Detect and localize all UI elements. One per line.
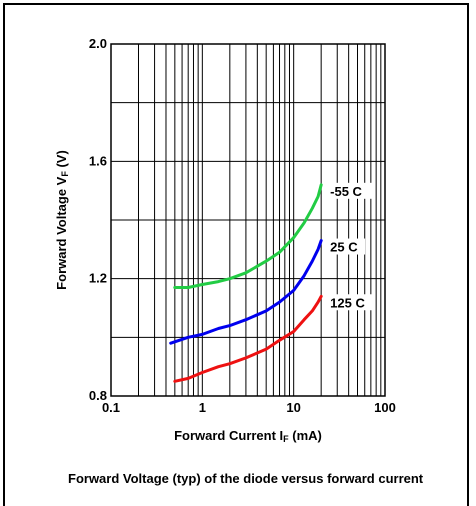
y-tick-label: 1.6 — [89, 153, 107, 168]
figure-frame — [3, 3, 469, 506]
plot-border — [110, 43, 386, 397]
series-label: 25 C — [330, 240, 358, 255]
y-tick-label: 1.2 — [89, 271, 107, 286]
series-line — [173, 183, 323, 289]
y-tick-label: 0.8 — [89, 388, 107, 403]
x-tick-label: 1 — [199, 400, 206, 415]
series-label-bg — [327, 238, 366, 255]
x-axis-label: Forward Current IF (mA) — [174, 428, 322, 444]
x-tick-label: 100 — [374, 400, 396, 415]
y-tick-label: 2.0 — [89, 36, 107, 51]
series-line — [173, 294, 323, 383]
series-label-bg — [327, 182, 374, 199]
series-labels: -55 C 25 C 125 C — [327, 182, 374, 311]
x-tick-label: 0.1 — [102, 400, 120, 415]
tick-labels: 0.1 1 10 100 0.8 1.2 1.6 2.0 — [89, 36, 396, 415]
series-label: 125 C — [330, 295, 365, 310]
grid — [111, 44, 385, 396]
series-label-bg — [327, 294, 374, 311]
series-line — [169, 239, 323, 345]
x-tick-label: 10 — [286, 400, 300, 415]
y-axis-label: Forward Voltage VF (V) — [54, 150, 70, 290]
series-layer — [169, 183, 323, 383]
series-label: -55 C — [330, 184, 362, 199]
figure-caption: Forward Voltage (typ) of the diode versu… — [68, 471, 424, 486]
